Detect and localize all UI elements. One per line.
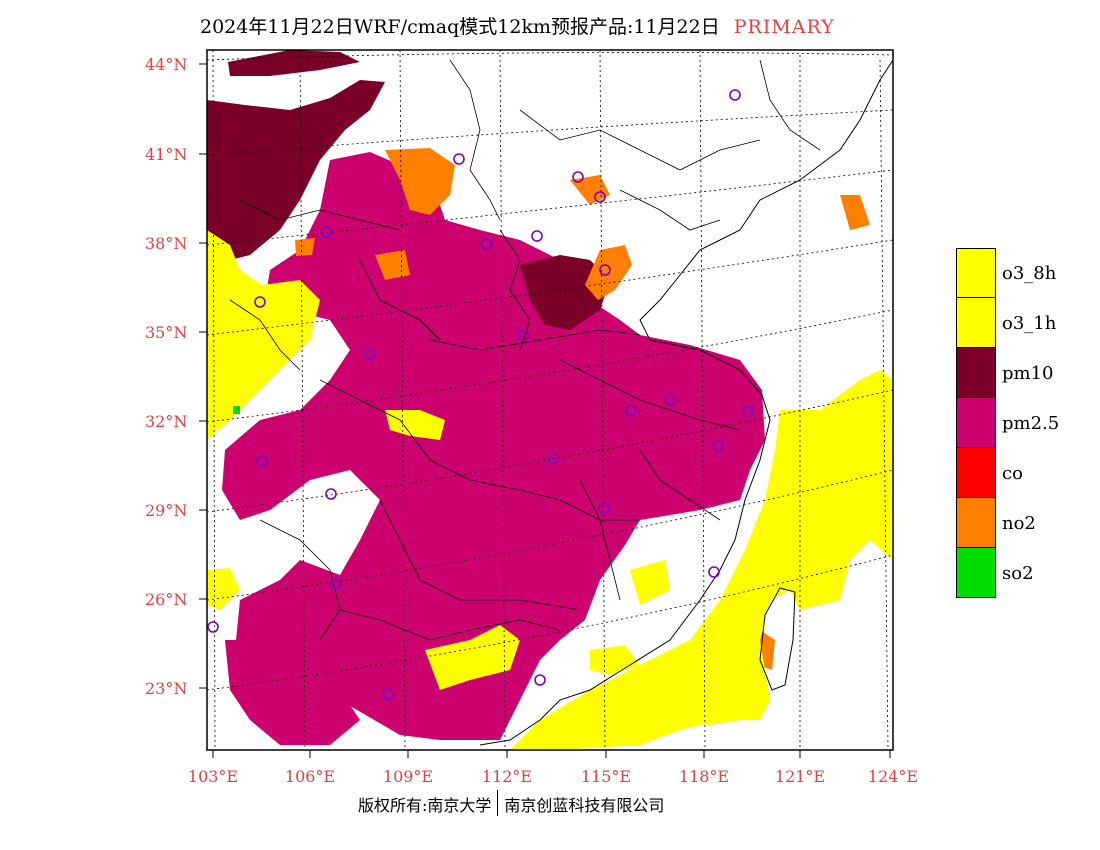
station-marker [729, 89, 741, 101]
map-title-text: 2024年11月22日WRF/cmaq模式12km预报产品:11月22日 [200, 16, 720, 38]
graticule [207, 50, 893, 750]
legend-item-co: co [956, 448, 1059, 498]
lat-ticks [199, 63, 207, 689]
o3-region-fujian [630, 560, 670, 605]
station-marker [572, 171, 584, 183]
o3-region-southwest [207, 568, 240, 610]
station-marker [664, 394, 676, 406]
o3-region-sea-tail [685, 680, 740, 725]
map-frame [206, 49, 894, 751]
copyright-company: 南京创蓝科技有限公司 [504, 796, 665, 815]
province-boundaries [229, 59, 821, 641]
pm10-region-northwest [207, 80, 385, 260]
lon-label: 106°E [285, 767, 335, 786]
pm25-region-main [222, 152, 765, 740]
o3-region-guangxi [425, 625, 520, 690]
lon-label: 124°E [868, 767, 918, 786]
station-marker [330, 578, 342, 590]
lat-label: 38°N [145, 234, 187, 253]
copyright: 版权所有:南京大学 南京创蓝科技有限公司 [358, 790, 665, 816]
station-marker [547, 452, 559, 464]
so2-patch [233, 406, 240, 414]
station-marker [453, 153, 465, 165]
lat-label: 35°N [145, 323, 187, 342]
map-content [207, 50, 893, 750]
legend-swatch [956, 248, 996, 298]
o3-region-east-sea [510, 370, 893, 750]
lon-label: 115°E [581, 767, 631, 786]
pm10-region-north-plain [520, 255, 610, 330]
legend-label: o3_1h [1002, 312, 1057, 334]
station-marker [517, 329, 529, 341]
station-marker [320, 226, 332, 238]
legend-swatch [956, 548, 996, 598]
legend-label: pm2.5 [1002, 412, 1060, 434]
station-marker [480, 238, 492, 250]
map-title: 2024年11月22日WRF/cmaq模式12km预报产品:11月22日 PRIM… [200, 12, 835, 39]
legend-label: co [1002, 462, 1023, 484]
pm25-region-southwest [225, 640, 360, 745]
station-marker [598, 502, 610, 514]
no2-patch-shanxi [375, 250, 410, 280]
lon-label: 112°E [482, 767, 532, 786]
legend-swatch [956, 298, 996, 348]
legend-item-pm2-5: pm2.5 [956, 398, 1059, 448]
station-marker [742, 405, 754, 417]
legend-label: so2 [1002, 562, 1034, 584]
taiwan-outline [759, 587, 796, 691]
o3-region-guangdong [590, 645, 640, 675]
station-marker [325, 488, 337, 500]
no2-patch-northeast [840, 195, 870, 230]
station-marker [254, 296, 266, 308]
lat-label: 44°N [145, 55, 187, 74]
lon-ticks [212, 750, 891, 758]
lat-label: 32°N [145, 412, 187, 431]
legend-label: no2 [1002, 512, 1036, 534]
lat-label: 23°N [145, 679, 187, 698]
lon-label: 118°E [679, 767, 729, 786]
no2-patch-west [295, 238, 315, 256]
legend-item-pm10: pm10 [956, 348, 1059, 398]
copyright-owner: 版权所有:南京大学 [358, 796, 492, 815]
station-marker [256, 455, 268, 467]
legend-item-no2: no2 [956, 498, 1059, 548]
legend-item-o3-8h: o3_8h [956, 248, 1059, 298]
legend-swatch [956, 498, 996, 548]
station-marker [594, 191, 606, 203]
station-marker [625, 404, 637, 416]
legend-swatch [956, 398, 996, 448]
station-marker [382, 688, 394, 700]
pollutant-legend: o3_8h o3_1h pm10 pm2.5 co no2 so2 [956, 248, 1059, 598]
primary-tag: PRIMARY [733, 16, 835, 38]
lon-label: 121°E [775, 767, 825, 786]
no2-patch-beijing [570, 175, 610, 205]
legend-item-o3-1h: o3_1h [956, 298, 1059, 348]
copyright-separator [497, 790, 499, 816]
station-marker [207, 621, 219, 633]
lat-label: 29°N [145, 501, 187, 520]
station-marker [599, 264, 611, 276]
station-marker [708, 566, 720, 578]
station-marker [364, 348, 376, 360]
lon-label: 109°E [383, 767, 433, 786]
legend-item-so2: so2 [956, 548, 1059, 598]
lat-label: 41°N [145, 145, 187, 164]
coastline [479, 59, 893, 746]
legend-swatch [956, 348, 996, 398]
lat-label: 26°N [145, 590, 187, 609]
legend-swatch [956, 448, 996, 498]
station-marker [531, 230, 543, 242]
legend-label: pm10 [1002, 362, 1054, 384]
o3-region-sichuan-east [385, 410, 445, 440]
lon-label: 103°E [188, 767, 238, 786]
no2-patch-inner-mongolia [385, 148, 455, 215]
station-markers [207, 89, 754, 700]
legend-label: o3_8h [1002, 262, 1057, 284]
o3-region-west [207, 230, 320, 440]
station-marker [534, 674, 546, 686]
station-marker [712, 440, 724, 452]
